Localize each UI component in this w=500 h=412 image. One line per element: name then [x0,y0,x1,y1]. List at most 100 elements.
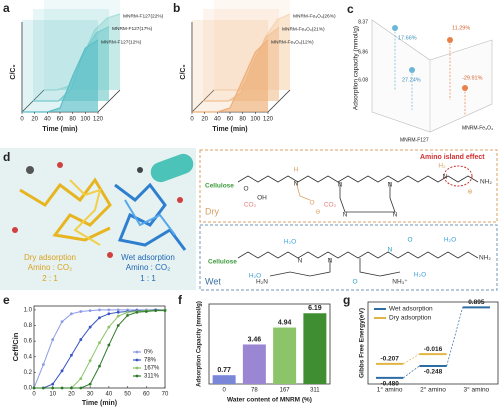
plot-frame [208,303,331,385]
marker [98,364,101,368]
y-tick-label: 0.0 [24,386,33,392]
marker [41,386,45,390]
x-tick-label: 10 [49,392,56,398]
molecule [12,227,18,233]
y-tick-label: 0.4 [24,354,33,360]
value-label: 4.94 [278,319,292,326]
marker [88,309,92,313]
legend-label: 167% [144,366,160,372]
panel-label: a [3,1,10,15]
plot-frame [367,301,499,385]
point [447,37,453,43]
marker [79,377,83,381]
x-tick-label: 20 [201,117,208,123]
marker [154,309,158,313]
y-tick-label: 0.2 [24,370,33,376]
y-label: Gibbs Free Energy(eV) [359,308,366,378]
atom-label: O [407,237,412,244]
x-label: Time (min) [212,126,247,133]
x-tick-label: 20 [31,117,38,123]
marker [107,312,111,316]
caption: Dry adsorption [24,253,76,262]
x-tick-label: 1° amino [377,386,403,394]
x-tick-label: 3° amino [463,386,489,394]
series-label: MNRM-Fe₃O₄(12%) [271,39,314,45]
cellulose: Cellulose [208,259,237,266]
connector [403,353,420,365]
panel-d-structures: Cellulose Amino island effect Dry Cellul… [199,149,498,291]
x-label: MNRM-F127 [400,137,429,143]
marker [70,353,73,357]
panel-d-image: d Dry adsorption Amino : CO₂ 2 : 1 Wet a… [0,148,196,290]
marker [126,310,129,314]
legend-marker [135,350,139,354]
x-tick-label: 40 [214,117,221,123]
series-label: MNRM-F127(12%) [101,39,142,45]
x-tick-label: 40 [106,392,113,398]
x-tick-label: 311 [310,388,320,394]
atom-label: CO₂ [324,202,337,209]
atom-label: H₂N [256,279,268,286]
wet-box [199,224,498,291]
tick-label: 8.37 [358,19,368,25]
atom-label: N [443,174,448,181]
marker [107,308,111,312]
value-label: 3.46 [248,336,262,343]
series-label: MNRM-F127(22%) [123,13,164,19]
marker [98,341,101,345]
molecule [177,197,183,203]
x-tick-label: 60 [227,117,234,123]
point [392,25,398,31]
marker [107,343,111,347]
annotation: 11.29% [452,25,470,31]
atom-label: ⊕ [467,189,473,196]
molecule [26,166,34,174]
x-tick-label: 50 [124,392,131,398]
x-tick-label: 100 [80,117,91,123]
value-label: 0.77 [217,367,231,374]
x-tick-label: 78 [251,388,258,394]
marker [116,310,120,314]
legend-label: 78% [144,358,157,364]
caption: Amino : CO₂ [126,263,170,272]
atom-label: N [328,258,333,265]
atom-label: H₂O [249,273,261,280]
marker [107,325,111,329]
value-label: 6.19 [308,305,322,312]
x-tick-label: 0 [190,117,194,123]
panel-label: e [3,293,10,307]
caption: Amino : CO₂ [28,263,72,272]
carbamate [295,181,311,201]
value-label: -0.016 [424,346,443,353]
marker [126,313,129,317]
chain [237,175,479,183]
plot-frame [33,305,166,389]
x-tick-label: 70 [162,392,169,398]
atom-label: N [298,258,303,265]
point [462,85,468,91]
atom-label: O [243,186,248,193]
x-tick-label: 20 [68,392,75,398]
y-label: Ceff/Cin [11,332,20,361]
chain [359,258,401,277]
panel-label: c [347,2,354,16]
y-label: Adsorption capacity (mmol/g) [353,26,360,110]
molecule [57,162,63,168]
marker [88,382,92,386]
dry-network [19,177,112,242]
legend-label: 0% [144,350,153,356]
bar [212,375,236,384]
atom-label: N [343,212,348,219]
cellulose: Cellulose [205,183,234,190]
marker [88,325,92,329]
annotation: 17.66% [398,35,417,41]
dry-box [199,149,498,223]
chain [269,258,331,277]
atom-label: H₂O [444,237,456,244]
box-label: Wet [205,276,221,286]
atom-label: N [294,181,299,188]
marker [51,386,55,390]
value-label: -0.480 [380,381,399,388]
wet-network [124,199,176,236]
tick-label: 6.08 [358,77,368,83]
